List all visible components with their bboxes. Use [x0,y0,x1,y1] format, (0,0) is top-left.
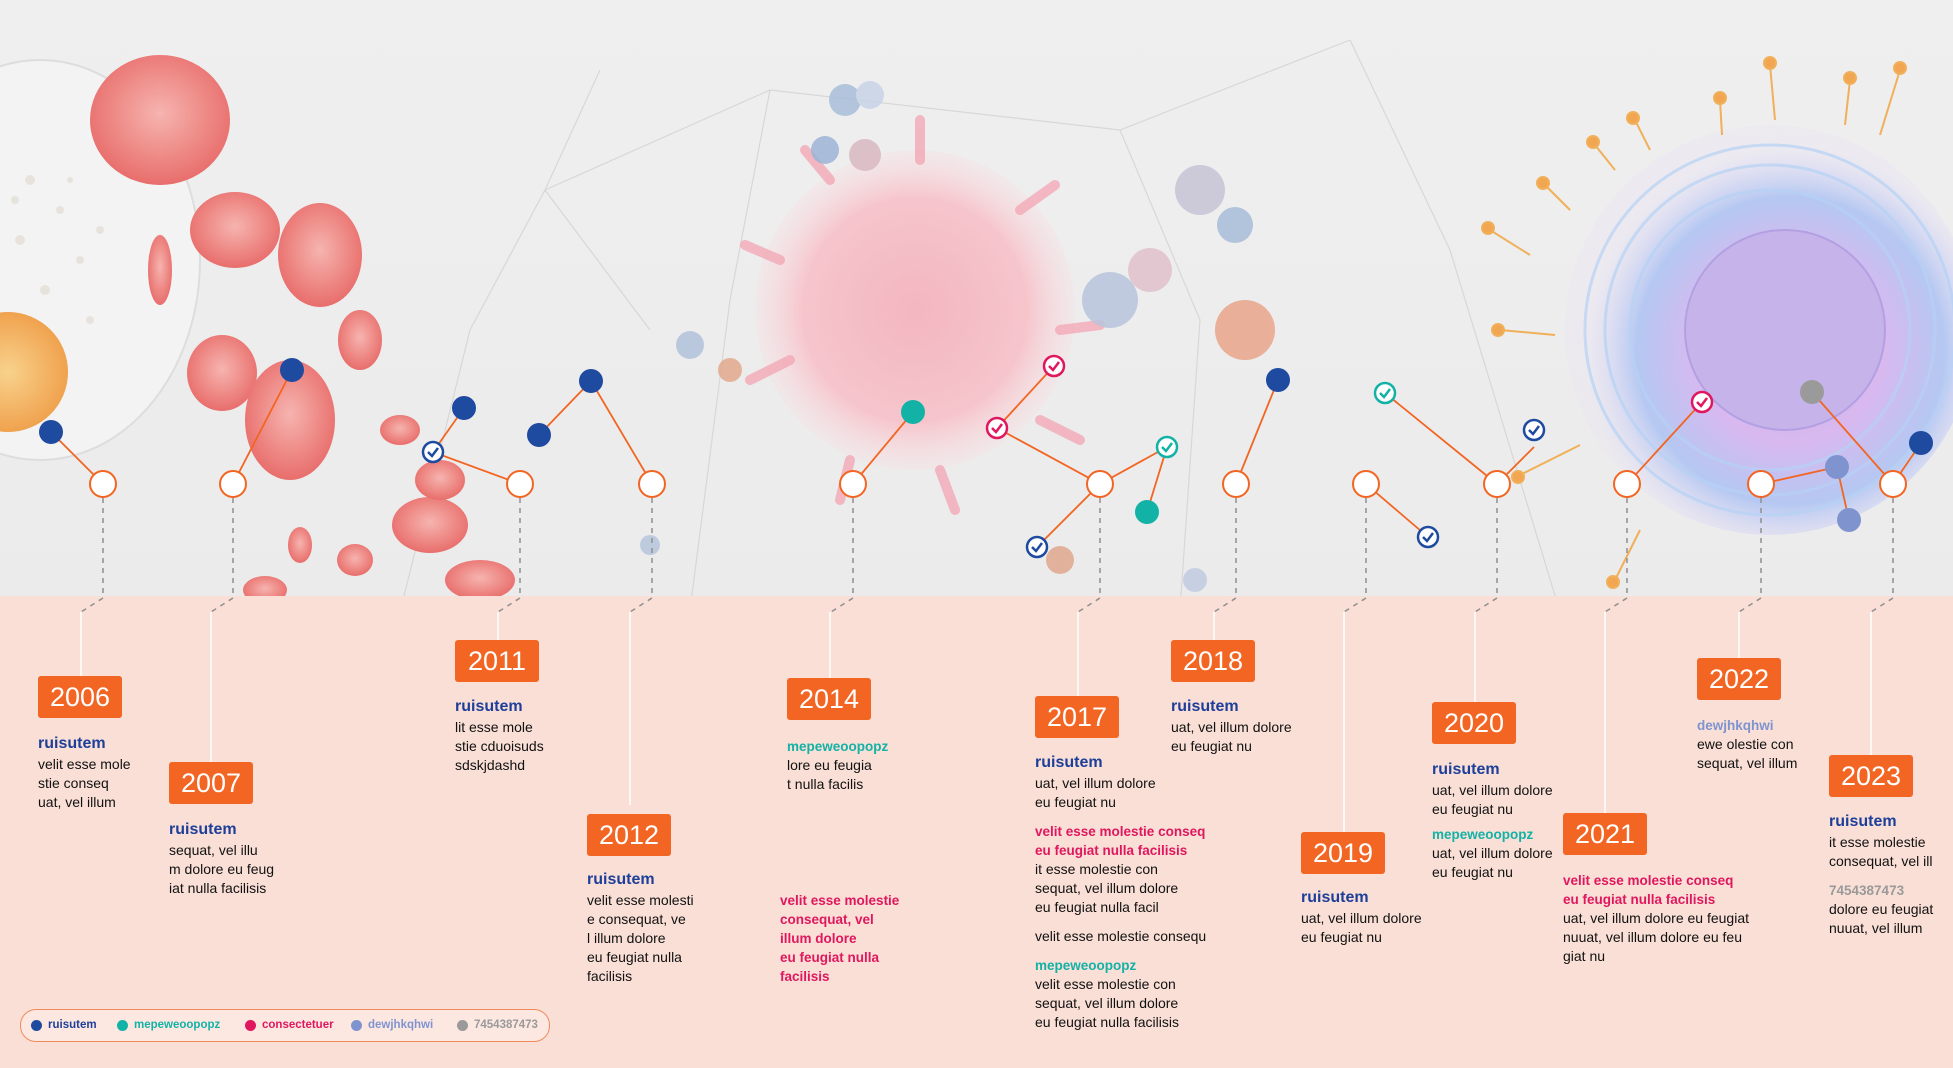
legend-ruisutem: ruisutem [48,1019,97,1031]
legend-consectetuer: consectetuer [262,1019,334,1031]
entry-label: ruisutem [38,735,106,752]
cell-illustration [0,39,1953,613]
entry-label: ruisutem [169,821,237,838]
year-2006: 2006 [38,676,122,718]
entry-label: ruisutem [1829,813,1897,830]
entry-text: uat, vel illum dolore eu feugiat nu [1432,782,1553,817]
year-2020: 2020 [1432,702,1516,744]
entry-label: velit esse molestie conseq eu feugiat nu… [1035,824,1206,858]
illustration-band [0,0,1953,613]
check-markers [421,354,1714,559]
entry-text: uat, vel illum dolore eu feugiat nu [1171,719,1292,754]
entry-2011: ruisutem lit esse mole stie cduoisuds sd… [455,696,585,775]
legend-number: 7454387473 [474,1019,538,1031]
entry-text: lore eu feugia t nulla facilis [787,757,872,792]
entry-text: it esse molestie con sequat, vel illum d… [1035,861,1179,915]
year-2011: 2011 [455,640,539,682]
entry-2012: ruisutem velit esse molesti e consequat,… [587,869,717,986]
entry-text: uat, vel illum dolore eu feugiat nu [1432,845,1553,880]
year-2017: 2017 [1035,696,1119,738]
entry-2017: ruisutem uat, vel illum dolore eu feugia… [1035,752,1230,1032]
entry-label: ruisutem [1301,889,1369,906]
legend-dot-number [457,1020,468,1031]
entry-label: ruisutem [587,871,655,888]
year-2019: 2019 [1301,832,1385,874]
entry-2022: dewjhkqhwi ewe olestie con sequat, vel i… [1697,716,1827,773]
entry-2020: ruisutem uat, vel illum dolore eu feugia… [1432,759,1582,882]
legend-dewjhkqhwi: dewjhkqhwi [368,1019,434,1031]
entry-label: dewjhkqhwi [1697,718,1774,733]
timeline-dashed-connectors [80,498,1894,613]
legend-dot-dewjhkqhwi [351,1020,362,1031]
entry-label: mepeweoopopz [787,739,889,754]
entry-2014-b: velit esse molestie consequat, vel illum… [780,891,930,986]
timeline-drop-lines [80,612,1872,832]
legend-dot-consectetuer [245,1020,256,1031]
year-2018: 2018 [1171,640,1255,682]
entry-label: 7454387473 [1829,883,1905,898]
timeline-year-nodes [89,470,1907,498]
entry-text: uat, vel illum dolore eu feugiat nu [1301,910,1422,945]
entry-2006: ruisutem velit esse mole stie conseq uat… [38,733,168,812]
legend-dot-ruisutem [31,1020,42,1031]
year-2023: 2023 [1829,755,1913,797]
entry-label: mepeweoopopz [1432,827,1534,842]
legend: ruisutem mepeweoopopz consectetuer dewjh… [20,1009,550,1042]
year-2007: 2007 [169,762,253,804]
year-2021: 2021 [1563,813,1647,855]
entry-text: dolore eu feugiat nuuat, vel illum [1829,901,1934,936]
entry-label: velit esse molestie consequat, vel illum… [780,893,900,984]
timeline-branches [50,365,1922,548]
entry-text: velit esse molestie con sequat, vel illu… [1035,976,1179,1030]
entry-label: ruisutem [1171,698,1239,715]
entry-text: it esse molestie consequat, vel ill [1829,834,1933,869]
entry-2019: ruisutem uat, vel illum dolore eu feugia… [1301,887,1451,947]
event-dots [39,358,1933,532]
year-2012: 2012 [587,814,671,856]
entry-label: ruisutem [455,698,523,715]
entry-2021: velit esse molestie conseq eu feugiat nu… [1563,871,1763,966]
legend-dot-mepeweoopopz [117,1020,128,1031]
year-2022: 2022 [1697,658,1781,700]
entry-2014-a: mepeweoopopz lore eu feugia t nulla faci… [787,737,927,794]
entry-text: ewe olestie con sequat, vel illum [1697,736,1798,771]
entry-text: uat, vel illum dolore eu feugiat nu [1035,775,1156,810]
entry-text: uat, vel illum dolore eu feugiat nuuat, … [1563,910,1749,964]
entry-2007: ruisutem sequat, vel illu m dolore eu fe… [169,819,309,898]
legend-mepeweoopopz: mepeweoopopz [134,1019,221,1031]
entry-label: ruisutem [1035,754,1103,771]
entry-2023: ruisutem it esse molestie consequat, vel… [1829,811,1949,938]
entry-text: velit esse molesti e consequat, ve l ill… [587,892,694,984]
entry-label: mepeweoopopz [1035,958,1137,973]
entry-text: sequat, vel illu m dolore eu feug iat nu… [169,842,275,896]
year-2014: 2014 [787,678,871,720]
entry-2018: ruisutem uat, vel illum dolore eu feugia… [1171,696,1321,756]
entry-label: ruisutem [1432,761,1500,778]
entry-text: velit esse molestie consequ [1035,928,1207,944]
entry-label: velit esse molestie conseq eu feugiat nu… [1563,873,1734,907]
entry-text: lit esse mole stie cduoisuds sdskjdashd [455,719,544,773]
entry-text: velit esse mole stie conseq uat, vel ill… [38,756,131,810]
